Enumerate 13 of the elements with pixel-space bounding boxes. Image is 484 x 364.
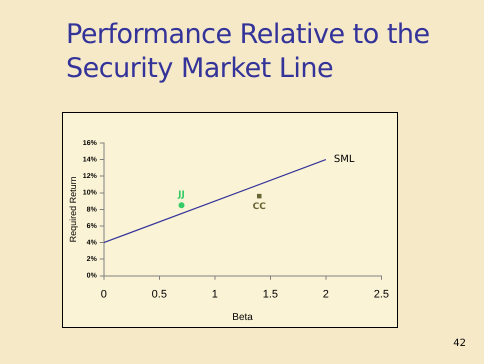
x-tick-label: 0 <box>100 288 107 300</box>
x-axis-title: Beta <box>232 312 254 323</box>
y-axis-title: Required Return <box>68 176 78 242</box>
x-tick-label: 0.5 <box>152 288 167 300</box>
x-tick-label: 2 <box>322 288 329 300</box>
series-label: CC <box>252 202 266 212</box>
x-tick-label: 2.5 <box>374 288 390 300</box>
series-label: JJ <box>177 190 185 200</box>
text: 42 <box>453 338 466 349</box>
chart-title: Performance Relative to the Security Market Line <box>66 18 431 86</box>
series-label: SML <box>334 154 355 166</box>
x-tick-label: 1 <box>212 288 218 300</box>
x-tick-label: 1.5 <box>262 288 278 300</box>
